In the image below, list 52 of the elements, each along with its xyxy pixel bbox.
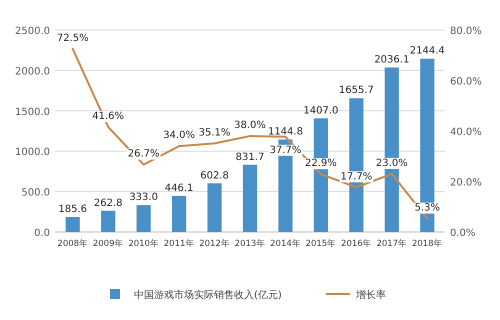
data-label: 22.9% <box>305 158 337 170</box>
bar <box>101 210 116 232</box>
data-label: 446.1 <box>164 182 194 194</box>
x-tick-label: 2014年 <box>270 238 301 249</box>
bar <box>172 196 186 232</box>
data-label: 17.7% <box>340 171 372 182</box>
data-label: 1407.0 <box>303 105 338 116</box>
data-label: 1655.7 <box>338 85 374 96</box>
x-tick-label: 2011年 <box>164 238 194 249</box>
data-label: 35.1% <box>198 127 230 138</box>
data-label: 185.6 <box>58 204 88 216</box>
y2-tick-label: 40.0% <box>450 127 482 138</box>
legend-label: 中国游戏市场实际销售收入(亿元) <box>134 289 282 301</box>
x-tick-label: 2013年 <box>234 238 266 249</box>
data-label: 262.8 <box>94 198 122 209</box>
data-label: 37.7% <box>270 144 302 156</box>
x-tick-label: 2016年 <box>341 238 372 249</box>
y-tick-label: 1500.0 <box>15 106 50 118</box>
data-label: 41.6% <box>92 110 124 122</box>
x-tick-label: 2009年 <box>92 238 124 249</box>
x-tick-label: 2010年 <box>128 238 159 249</box>
data-label: 602.8 <box>200 170 229 182</box>
x-tick-label: 2018年 <box>412 238 443 249</box>
y-tick-label: 500.0 <box>21 188 50 199</box>
data-label: 2036.1 <box>374 54 410 66</box>
y2-tick-label: 20.0% <box>450 178 482 188</box>
x-tick-label: 2015年 <box>306 238 336 249</box>
y2-tick-label: 80.0% <box>450 26 482 37</box>
bar <box>66 217 80 232</box>
bar <box>207 183 222 232</box>
data-label: 34.0% <box>163 130 195 142</box>
y-tick-label: 0.0 <box>34 228 50 239</box>
x-tick-label: 2012年 <box>199 238 230 249</box>
y-tick-label: 1000.0 <box>15 147 50 158</box>
y2-tick-label: 0.0% <box>450 228 476 239</box>
bar <box>242 164 258 232</box>
bar <box>136 205 151 232</box>
x-tick-label: 2008年 <box>57 238 88 249</box>
data-label: 38.0% <box>234 120 266 132</box>
data-label: 1144.8 <box>268 126 303 138</box>
data-label: 5.3% <box>414 202 440 214</box>
y-tick-label: 2500.0 <box>15 26 50 37</box>
data-label: 333.0 <box>129 192 158 204</box>
data-label: 2144.4 <box>410 46 445 57</box>
x-tick-label: 2017年 <box>376 238 408 249</box>
data-label: 72.5% <box>56 32 89 44</box>
data-label: 23.0% <box>376 158 408 169</box>
legend-label: 增长率 <box>354 289 386 301</box>
y-tick-label: 2000.0 <box>15 66 50 78</box>
data-label: 831.7 <box>236 152 264 163</box>
y2-tick-label: 60.0% <box>450 76 482 88</box>
data-label: 26.7% <box>128 148 160 160</box>
